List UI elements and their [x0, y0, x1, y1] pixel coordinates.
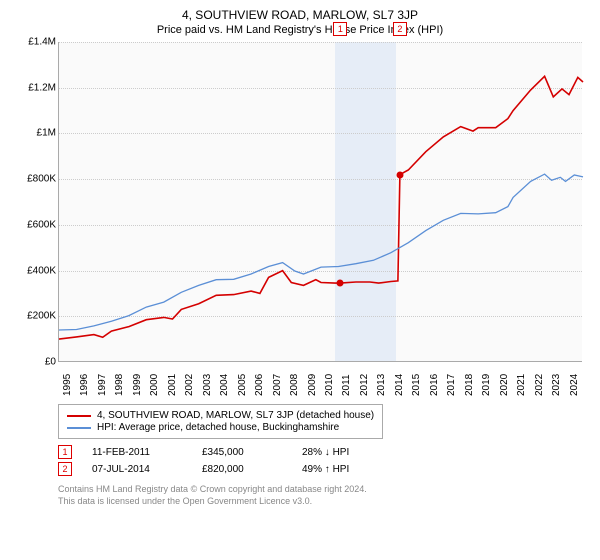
sale-dot-1 [337, 280, 344, 287]
legend-swatch [67, 415, 91, 417]
x-tick-label: 2015 [411, 374, 422, 396]
chart-subtitle: Price paid vs. HM Land Registry's House … [12, 24, 588, 36]
x-tick-label: 2022 [534, 374, 545, 396]
sale-marker-1: 1 [333, 22, 347, 36]
x-tick-label: 2014 [394, 374, 405, 396]
x-tick-label: 1995 [62, 374, 73, 396]
x-tick-label: 2020 [499, 374, 510, 396]
legend-label: 4, SOUTHVIEW ROAD, MARLOW, SL7 3JP (deta… [97, 410, 374, 421]
legend-item: HPI: Average price, detached house, Buck… [67, 422, 374, 433]
x-tick-label: 2012 [359, 374, 370, 396]
sale-price: £345,000 [202, 447, 282, 458]
sale-delta: 49% ↑ HPI [302, 464, 349, 475]
x-tick-label: 2009 [307, 374, 318, 396]
legend: 4, SOUTHVIEW ROAD, MARLOW, SL7 3JP (deta… [58, 404, 383, 439]
footer-line: This data is licensed under the Open Gov… [58, 496, 588, 508]
sale-price: £820,000 [202, 464, 282, 475]
x-tick-label: 2004 [219, 374, 230, 396]
x-tick-label: 2002 [184, 374, 195, 396]
sale-row: 2 07-JUL-2014 £820,000 49% ↑ HPI [58, 462, 588, 476]
y-tick-label: £600K [27, 219, 56, 230]
y-tick-label: £1M [37, 128, 56, 139]
x-tick-label: 2000 [149, 374, 160, 396]
x-tick-label: 2019 [481, 374, 492, 396]
x-tick-label: 2005 [237, 374, 248, 396]
x-tick-label: 2006 [254, 374, 265, 396]
sale-marker-2: 2 [393, 22, 407, 36]
chart-area: 12 £0£200K£400K£600K£800K£1M£1.2M£1.4M19… [12, 42, 588, 398]
x-tick-label: 2024 [569, 374, 580, 396]
x-tick-label: 2021 [516, 374, 527, 396]
y-tick-label: £0 [45, 357, 56, 368]
x-tick-label: 1997 [97, 374, 108, 396]
line-chart-svg [59, 42, 582, 361]
sale-date: 07-JUL-2014 [92, 464, 182, 475]
sale-delta: 28% ↓ HPI [302, 447, 349, 458]
y-tick-label: £400K [27, 265, 56, 276]
y-tick-label: £200K [27, 311, 56, 322]
x-tick-label: 1999 [132, 374, 143, 396]
x-tick-label: 2013 [376, 374, 387, 396]
x-tick-label: 2018 [464, 374, 475, 396]
sales-table: 1 11-FEB-2011 £345,000 28% ↓ HPI 2 07-JUL-201… [58, 445, 588, 476]
legend-swatch [67, 427, 91, 429]
y-tick-label: £1.2M [28, 82, 56, 93]
x-tick-label: 1998 [114, 374, 125, 396]
sale-number: 1 [58, 445, 72, 459]
legend-item: 4, SOUTHVIEW ROAD, MARLOW, SL7 3JP (deta… [67, 410, 374, 421]
x-tick-label: 2003 [202, 374, 213, 396]
x-tick-label: 2023 [551, 374, 562, 396]
x-tick-label: 2016 [429, 374, 440, 396]
x-tick-label: 2008 [289, 374, 300, 396]
sale-number: 2 [58, 462, 72, 476]
sale-date: 11-FEB-2011 [92, 447, 182, 458]
y-tick-label: £800K [27, 174, 56, 185]
x-tick-label: 2011 [341, 374, 352, 396]
x-tick-label: 1996 [79, 374, 90, 396]
series-hpi [59, 174, 583, 330]
x-tick-label: 2010 [324, 374, 335, 396]
x-tick-label: 2007 [272, 374, 283, 396]
y-tick-label: £1.4M [28, 37, 56, 48]
chart-title: 4, SOUTHVIEW ROAD, MARLOW, SL7 3JP [12, 8, 588, 22]
x-tick-label: 2017 [446, 374, 457, 396]
x-tick-label: 2001 [167, 374, 178, 396]
sale-dot-2 [396, 171, 403, 178]
plot-region: 12 [58, 42, 582, 362]
footer-line: Contains HM Land Registry data © Crown c… [58, 484, 588, 496]
sale-row: 1 11-FEB-2011 £345,000 28% ↓ HPI [58, 445, 588, 459]
legend-label: HPI: Average price, detached house, Buck… [97, 422, 339, 433]
footer-attribution: Contains HM Land Registry data © Crown c… [58, 484, 588, 507]
